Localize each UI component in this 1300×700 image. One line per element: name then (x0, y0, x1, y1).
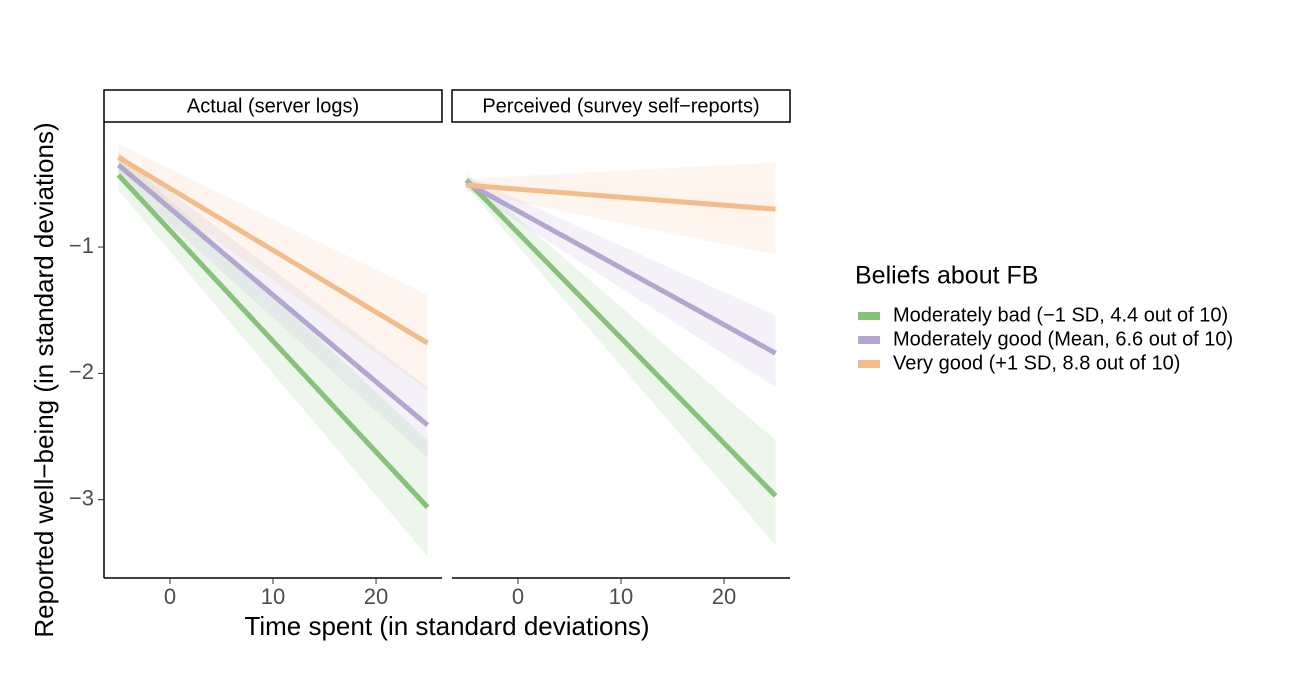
legend-label: Moderately bad (−1 SD, 4.4 out of 10) (893, 304, 1228, 326)
x-tick-label: 20 (364, 584, 388, 609)
x-tick-label: 10 (609, 584, 633, 609)
y-tick-label: −2 (69, 359, 94, 384)
x-tick-label: 0 (164, 584, 176, 609)
strip-box (451, 89, 791, 123)
legend-key (858, 312, 880, 320)
line (117, 155, 429, 346)
legend-label: Very good (+1 SD, 8.8 out of 10) (893, 352, 1180, 374)
strip-label: Actual (server logs) (187, 95, 359, 117)
x-axis-label: Time spent (in standard deviations) (244, 611, 649, 641)
confidence-band (466, 176, 776, 388)
strip-label: Perceived (survey self−reports) (482, 95, 759, 117)
line (116, 163, 430, 428)
y-axis-label: Reported well−being (in standard deviati… (29, 122, 59, 637)
legend-label: Moderately good (Mean, 6.6 out of 10) (893, 328, 1233, 350)
confidence-band (466, 162, 776, 255)
legend-key (858, 360, 880, 368)
line (116, 173, 430, 509)
y-tick-label: −3 (69, 485, 94, 510)
x-tick-label: 20 (712, 584, 736, 609)
confidence-band (466, 173, 776, 546)
y-tick-label: −1 (69, 233, 94, 258)
strip-box (103, 89, 443, 123)
line (464, 178, 778, 498)
x-tick-label: 10 (261, 584, 285, 609)
legend-title: Beliefs about FB (855, 262, 1038, 290)
line (466, 182, 776, 212)
legend-key (858, 336, 880, 344)
confidence-band (118, 152, 428, 557)
line (465, 180, 777, 356)
x-tick-label: 0 (512, 584, 524, 609)
